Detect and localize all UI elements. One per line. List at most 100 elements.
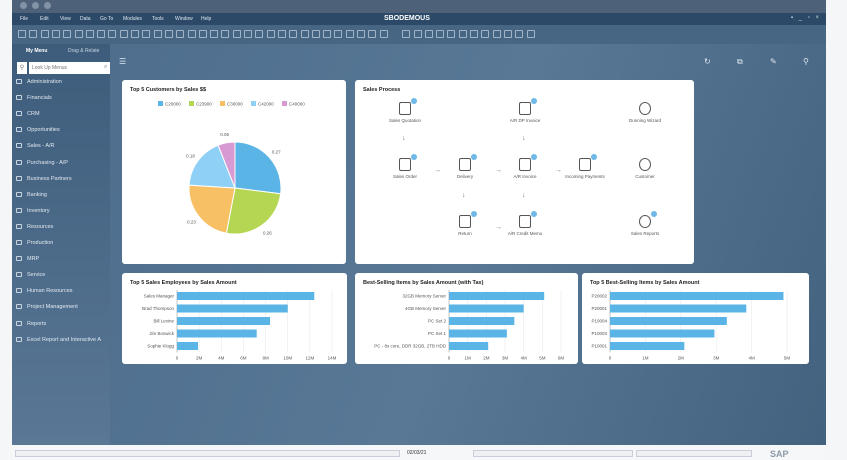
toolbar-icon[interactable] <box>187 30 196 38</box>
sidebar-item-service[interactable]: Service <box>16 272 45 278</box>
minimize-window-icon[interactable] <box>32 2 39 9</box>
toolbar-icon[interactable] <box>142 30 151 38</box>
toolbar-icon[interactable] <box>458 30 467 38</box>
pie-slice[interactable] <box>188 144 236 189</box>
bar[interactable] <box>177 292 315 300</box>
toolbar-icon[interactable] <box>266 30 275 38</box>
toolbar-icon[interactable] <box>40 30 49 38</box>
toolbar-icon[interactable] <box>255 30 264 38</box>
toolbar-icon[interactable] <box>51 30 60 38</box>
toolbar-icon[interactable] <box>357 30 365 38</box>
toolbar-icon[interactable] <box>515 30 524 38</box>
sidebar-item-administration[interactable]: Administration <box>16 79 62 85</box>
add-icon[interactable] <box>591 154 597 160</box>
add-icon[interactable] <box>531 211 537 217</box>
toolbar-icon[interactable] <box>323 30 332 38</box>
menu-window[interactable]: Window <box>175 16 193 22</box>
toolbar-icon[interactable] <box>379 30 388 38</box>
menu-go-to[interactable]: Go To <box>100 16 114 22</box>
window-controls[interactable]: ▪ _ ▫ × <box>790 15 821 21</box>
toolbar-icon[interactable] <box>232 30 241 38</box>
maximize-window-icon[interactable] <box>44 2 51 9</box>
toolbar-icon[interactable] <box>436 30 445 38</box>
menu-icon[interactable]: ☰ <box>119 57 127 66</box>
bar[interactable] <box>610 304 747 313</box>
toolbar-icon[interactable] <box>311 30 320 38</box>
bar[interactable] <box>449 329 507 338</box>
menu-edit[interactable]: Edit <box>40 16 49 22</box>
toolbar-icon[interactable] <box>119 30 128 38</box>
toolbar-icon[interactable] <box>210 30 219 38</box>
process-node-return[interactable]: Return <box>435 211 495 236</box>
toolbar-icon[interactable] <box>63 30 72 38</box>
process-node-a-r-credit-memo[interactable]: A/R Credit Memo <box>495 211 555 236</box>
sidebar-item-sales-a-r[interactable]: Sales - A/R <box>16 143 55 149</box>
toolbar-icon[interactable] <box>176 30 185 38</box>
toolbar-icon[interactable] <box>402 30 411 38</box>
sidebar-item-inventory[interactable]: Inventory <box>16 207 50 214</box>
menu-tools[interactable]: Tools <box>152 16 164 22</box>
add-icon[interactable] <box>411 98 417 104</box>
tab-drag-relate[interactable]: Drag & Relate <box>68 48 100 54</box>
pie-slice[interactable] <box>217 141 236 189</box>
process-node-sales-order[interactable]: Sales Order <box>375 154 435 179</box>
bar[interactable] <box>177 329 257 338</box>
toolbar-icon[interactable] <box>492 30 501 38</box>
refresh-icon[interactable]: ↻ <box>704 57 711 66</box>
toolbar-icon[interactable] <box>413 30 422 38</box>
user-icon[interactable]: ⚲ <box>17 62 27 74</box>
menu-view[interactable]: View <box>60 16 71 22</box>
sidebar-item-purchasing-a-p[interactable]: Purchasing - A/P <box>16 159 68 166</box>
bar[interactable] <box>177 317 270 325</box>
toolbar-icon[interactable] <box>164 30 173 38</box>
process-node-a-r-dp-invoice[interactable]: A/R DP Invoice <box>495 98 555 123</box>
bar[interactable] <box>449 304 524 313</box>
sidebar-item-reports[interactable]: Reports <box>16 320 46 327</box>
pie-slice[interactable] <box>225 187 282 235</box>
toolbar-icon[interactable] <box>470 30 478 38</box>
bar[interactable] <box>610 342 685 350</box>
sidebar-item-banking[interactable]: Banking <box>16 191 47 198</box>
add-icon[interactable] <box>651 211 657 217</box>
process-node-customer[interactable]: Customer <box>615 158 675 179</box>
toolbar-icon[interactable] <box>424 30 433 38</box>
add-icon[interactable] <box>471 211 477 217</box>
bar[interactable] <box>610 317 727 325</box>
toolbar-icon[interactable] <box>277 30 286 38</box>
toolbar-icon[interactable] <box>503 30 512 38</box>
bar[interactable] <box>610 329 715 338</box>
toolbar-icon[interactable] <box>85 30 94 38</box>
sidebar-item-opportunities[interactable]: Opportunities <box>16 127 60 133</box>
toolbar-icon[interactable] <box>18 30 26 38</box>
toolbar-icon[interactable] <box>526 30 535 38</box>
sidebar-item-project-management[interactable]: Project Management <box>16 304 78 310</box>
search-icon[interactable]: ⚲ <box>803 57 809 66</box>
bar[interactable] <box>449 342 489 350</box>
toolbar-icon[interactable] <box>29 30 38 38</box>
sidebar-item-crm[interactable]: CRM <box>16 111 40 117</box>
pie-slice[interactable] <box>234 141 282 195</box>
toolbar-icon[interactable] <box>368 30 377 38</box>
toolbar-icon[interactable] <box>334 30 343 38</box>
process-node-incoming-payments[interactable]: Incoming Payments <box>555 154 615 179</box>
process-node-a-r-invoice[interactable]: A/R Invoice <box>495 154 555 179</box>
sidebar-item-business-partners[interactable]: Business Partners <box>16 175 72 182</box>
toolbar-icon[interactable] <box>198 30 207 38</box>
export-icon[interactable]: ⧉ <box>737 57 743 66</box>
toolbar-icon[interactable] <box>108 30 117 38</box>
menu-modules[interactable]: Modules <box>123 16 142 22</box>
menu-data[interactable]: Data <box>80 16 91 22</box>
process-node-delivery[interactable]: Delivery <box>435 154 495 179</box>
tab-my-menu[interactable]: My Menu <box>26 48 48 54</box>
toolbar-icon[interactable] <box>481 30 490 38</box>
toolbar-icon[interactable] <box>97 30 106 38</box>
add-icon[interactable] <box>471 154 477 160</box>
process-node-dunning-wizard[interactable]: Dunning Wizard <box>615 102 675 123</box>
add-icon[interactable] <box>531 98 537 104</box>
bar[interactable] <box>449 317 515 325</box>
toolbar-icon[interactable] <box>221 30 230 38</box>
sidebar-item-production[interactable]: Production <box>16 240 53 246</box>
toolbar-icon[interactable] <box>74 30 83 38</box>
toolbar-icon[interactable] <box>153 30 162 38</box>
add-icon[interactable] <box>531 154 537 160</box>
